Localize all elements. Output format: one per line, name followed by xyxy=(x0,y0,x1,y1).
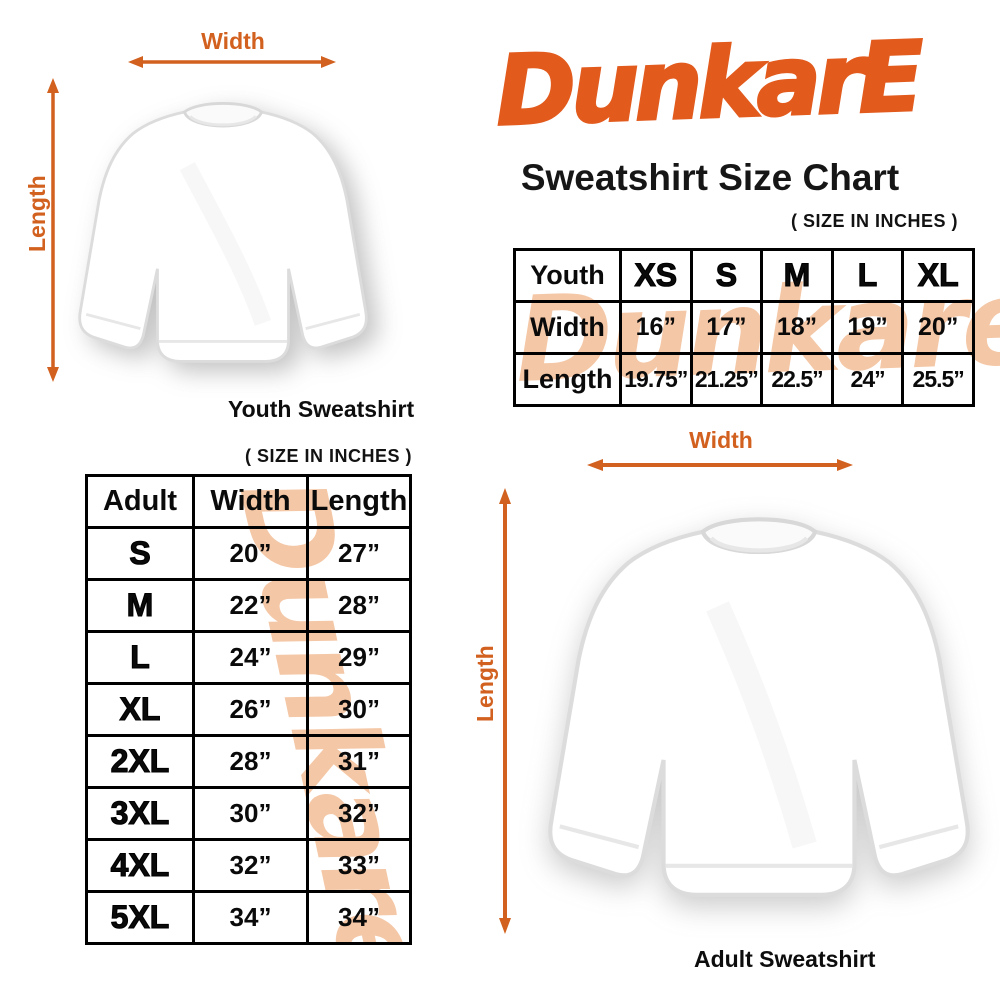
width-cell: 22” xyxy=(192,578,309,633)
adult-width-header: Width xyxy=(192,474,309,529)
adult-size-table: Adult Width Length S 20” 27” M 22” 28” L… xyxy=(85,474,412,945)
width-value: 18” xyxy=(760,300,834,355)
size-cell: 3XL xyxy=(85,786,195,841)
adult-header-cell: Adult xyxy=(85,474,195,529)
youth-caption: Youth Sweatshirt xyxy=(228,396,415,422)
size-cell: 2XL xyxy=(85,734,195,789)
size-cell: 5XL xyxy=(85,890,195,945)
length-cell: 28” xyxy=(306,578,412,633)
length-cell: 33” xyxy=(306,838,412,893)
table-row: 4XL 32” 33” xyxy=(85,838,412,893)
width-cell: 32” xyxy=(192,838,309,893)
adult-width-arrow-icon xyxy=(587,459,853,471)
youth-header-row: Youth XS S M L XL xyxy=(513,248,975,303)
length-cell: 32” xyxy=(306,786,412,841)
adult-width-label: Width xyxy=(689,427,753,453)
table-row: 3XL 30” 32” xyxy=(85,786,412,841)
table-row: XL 26” 30” xyxy=(85,682,412,737)
row-label: Width xyxy=(513,300,622,355)
length-value: 22.5” xyxy=(760,352,834,407)
youth-length-row: Length 19.75” 21.25” 22.5” 24” 25.5” xyxy=(513,352,975,407)
adult-header-row: Adult Width Length xyxy=(85,474,412,529)
width-value: 16” xyxy=(619,300,693,355)
width-cell: 20” xyxy=(192,526,309,581)
youth-size-xs: XS xyxy=(619,248,693,303)
brand-logo: DunkarE xyxy=(493,19,923,149)
length-value: 19.75” xyxy=(619,352,693,407)
width-value: 17” xyxy=(689,300,764,355)
adult-length-header: Length xyxy=(306,474,412,529)
width-value: 20” xyxy=(901,300,975,355)
youth-size-m: M xyxy=(760,248,834,303)
adult-caption: Adult Sweatshirt xyxy=(694,946,876,972)
width-cell: 30” xyxy=(192,786,309,841)
size-cell: XL xyxy=(85,682,195,737)
width-cell: 34” xyxy=(192,890,309,945)
width-cell: 26” xyxy=(192,682,309,737)
table-row: S 20” 27” xyxy=(85,526,412,581)
youth-width-label: Width xyxy=(201,28,265,54)
size-cell: M xyxy=(85,578,195,633)
table-row: 5XL 34” 34” xyxy=(85,890,412,945)
youth-length-label: Length xyxy=(24,175,50,252)
adult-length-label: Length xyxy=(472,645,498,722)
adult-units-note: ( SIZE IN INCHES ) xyxy=(244,446,412,466)
length-cell: 27” xyxy=(306,526,412,581)
length-value: 21.25” xyxy=(689,352,764,407)
youth-size-xl: XL xyxy=(901,248,975,303)
row-label: Length xyxy=(513,352,622,407)
youth-width-row: Width 16” 17” 18” 19” 20” xyxy=(513,300,975,355)
width-cell: 28” xyxy=(192,734,309,789)
length-cell: 34” xyxy=(306,890,412,945)
width-cell: 24” xyxy=(192,630,309,685)
youth-header-cell: Youth xyxy=(513,248,622,303)
length-cell: 29” xyxy=(306,630,412,685)
length-cell: 31” xyxy=(306,734,412,789)
youth-size-table: Youth XS S M L XL Width 16” 17” 18” 19” … xyxy=(513,248,975,407)
header-units-note: ( SIZE IN INCHES ) xyxy=(790,211,958,231)
size-cell: S xyxy=(85,526,195,581)
table-row: M 22” 28” xyxy=(85,578,412,633)
youth-width-arrow-icon xyxy=(128,56,336,68)
table-row: 2XL 28” 31” xyxy=(85,734,412,789)
youth-sweatshirt-image xyxy=(78,102,368,363)
adult-sweatshirt-image xyxy=(548,517,970,897)
page-title: Sweatshirt Size Chart xyxy=(520,157,900,198)
length-value: 25.5” xyxy=(901,352,975,407)
table-row: L 24” 29” xyxy=(85,630,412,685)
width-value: 19” xyxy=(830,300,905,355)
length-cell: 30” xyxy=(306,682,412,737)
length-value: 24” xyxy=(830,352,905,407)
size-cell: 4XL xyxy=(85,838,195,893)
youth-size-l: L xyxy=(830,248,905,303)
youth-size-s: S xyxy=(689,248,764,303)
adult-length-arrow-icon xyxy=(499,488,511,934)
size-cell: L xyxy=(85,630,195,685)
youth-length-arrow-icon xyxy=(47,78,59,382)
